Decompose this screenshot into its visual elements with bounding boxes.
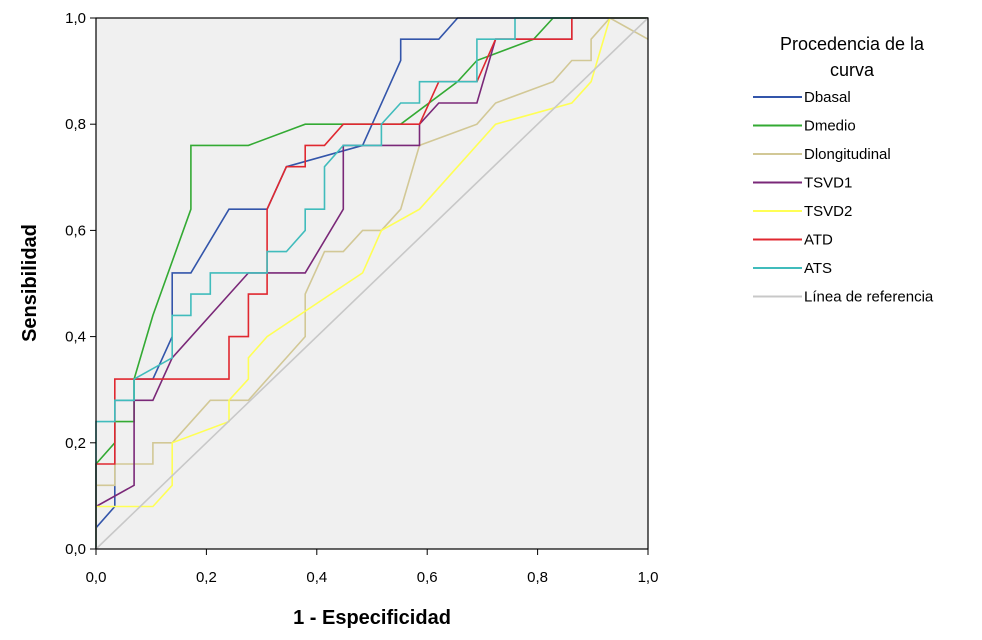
series-line-ats: [95, 17, 648, 549]
legend-title-line2: curva: [830, 60, 875, 80]
series-line-linea-de-referencia: [95, 17, 649, 550]
x-tick-label: 1,0: [638, 569, 659, 586]
plot-frame: [95, 17, 649, 550]
legend-label-linea-de-referencia: Línea de referencia: [804, 289, 934, 306]
legend-items: Dbasal Dmedio Dlongitudinal TSVD1 TSVD2 ATD AT…: [753, 89, 934, 306]
y-tick-label: 1,0: [65, 10, 86, 27]
legend-label-dmedio: Dmedio: [804, 118, 856, 135]
legend-label-tsvd2: TSVD2: [804, 203, 852, 220]
y-tick-label: 0,2: [65, 435, 86, 452]
x-tick-label: 0,0: [86, 569, 107, 586]
x-tick-label: 0,6: [417, 569, 438, 586]
legend: Procedencia de la curva Dbasal Dmedio Dlon…: [753, 34, 934, 306]
y-tick-label: 0,8: [65, 116, 86, 133]
series-layer: [95, 16, 649, 550]
series-line-dlongitudinal: [95, 16, 649, 549]
y-tick-label: 0,6: [65, 222, 86, 239]
legend-title-line1: Procedencia de la: [780, 34, 925, 54]
legend-label-tsvd1: TSVD1: [804, 175, 852, 192]
x-tick-label: 0,2: [196, 569, 217, 586]
axes-layer: 0,0 0,2 0,4 0,6 0,8 1,0 0,0 0,2 0,4 0,6 0,8 1,0: [65, 10, 658, 586]
legend-label-atd: ATD: [804, 232, 833, 249]
y-tick-label: 0,4: [65, 329, 86, 346]
legend-label-dbasal: Dbasal: [804, 89, 851, 106]
series-line-tsvd2: [95, 17, 648, 549]
y-tick-label: 0,0: [65, 541, 86, 558]
x-tick-label: 0,4: [306, 569, 327, 586]
y-axis-title: Sensibilidad: [19, 224, 41, 342]
series-line-atd: [95, 17, 648, 549]
x-axis-title: 1 - Especificidad: [293, 607, 451, 629]
x-tick-label: 0,8: [527, 569, 548, 586]
legend-label-dlongitudinal: Dlongitudinal: [804, 146, 891, 163]
legend-label-ats: ATS: [804, 260, 832, 277]
